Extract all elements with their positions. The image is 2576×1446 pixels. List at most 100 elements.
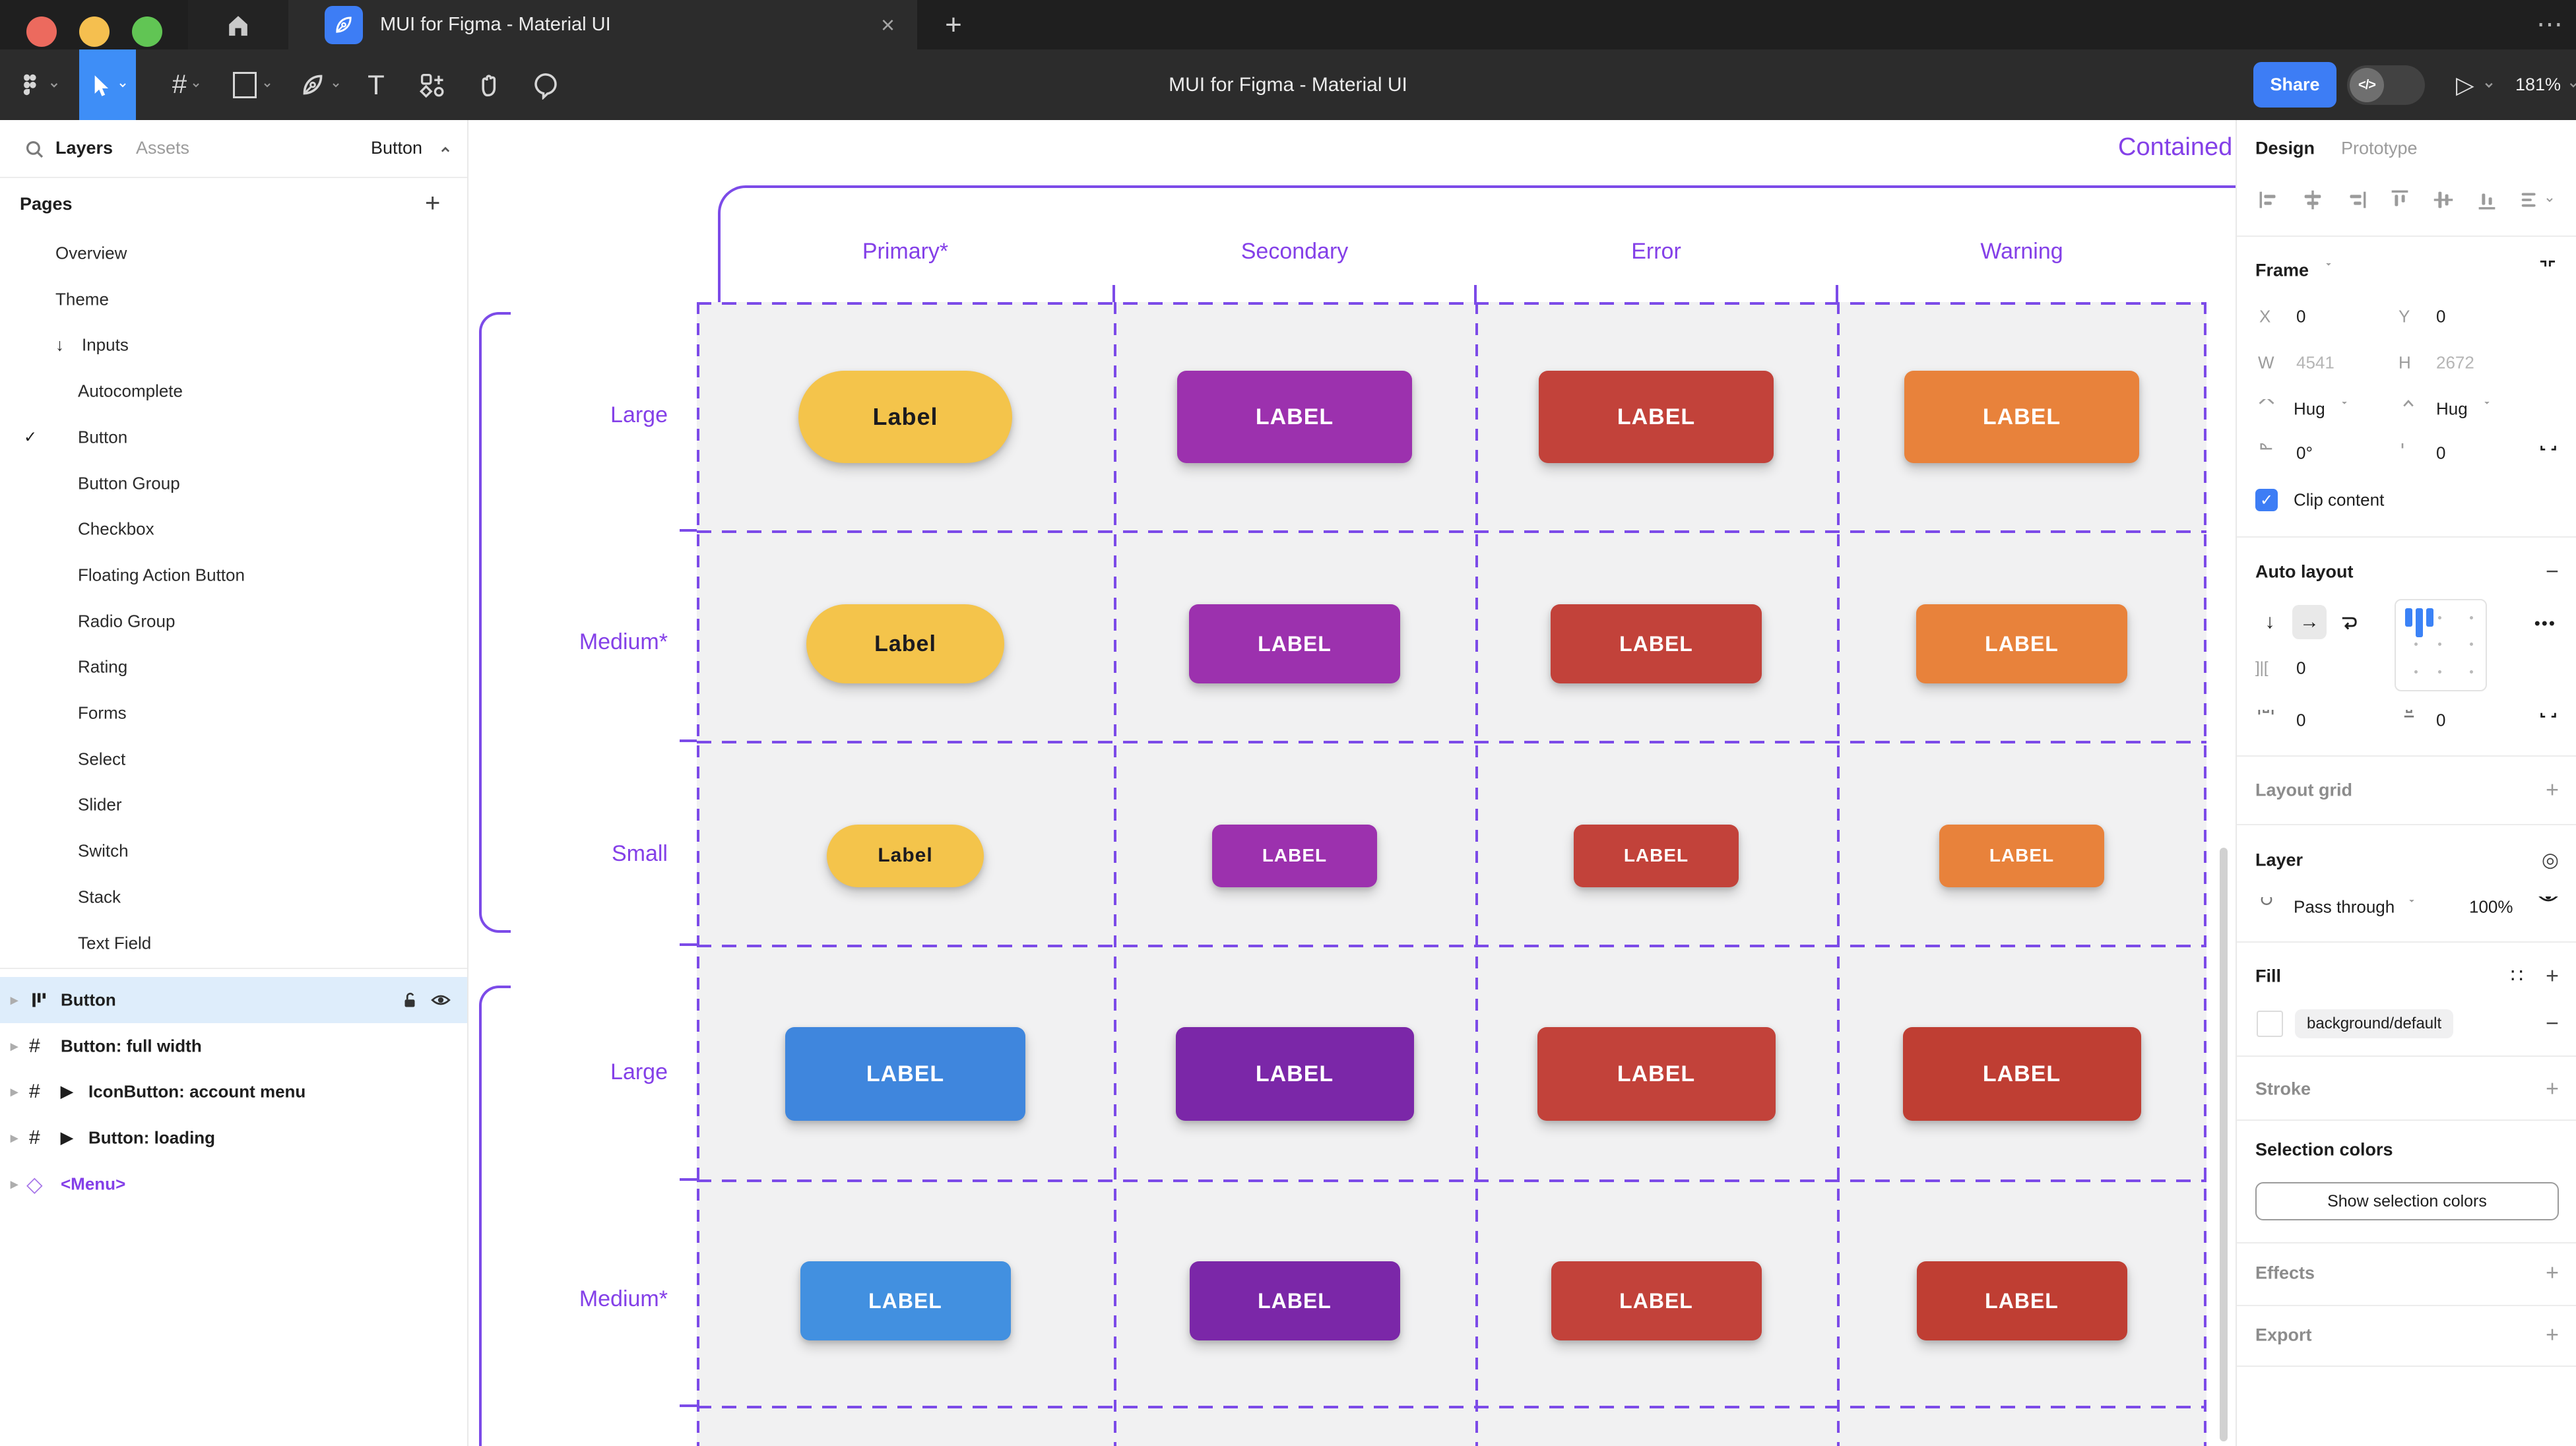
canvas[interactable]: Contained Primary* Secondary Error Warning … xyxy=(468,120,2236,1446)
sidebar-page-radio-group[interactable]: Radio Group xyxy=(0,598,467,644)
comment-tool-button[interactable] xyxy=(523,49,569,120)
layer-row-4[interactable]: ▸ ◇ <Menu> xyxy=(0,1161,467,1207)
y-value[interactable]: 0 xyxy=(2436,306,2446,327)
sidebar-page-overview[interactable]: Overview xyxy=(0,230,467,276)
opacity-value[interactable]: 100% xyxy=(2469,896,2513,917)
expand-caret-icon[interactable]: ▸ xyxy=(11,1037,18,1054)
align-horizontal-center-icon[interactable] xyxy=(2300,187,2325,212)
sidebar-page-slider[interactable]: Slider xyxy=(0,782,467,828)
collapse-frame-icon[interactable] xyxy=(2536,259,2559,282)
fill-styles-icon[interactable]: ∷ xyxy=(2510,965,2523,988)
show-selection-colors-button[interactable]: Show selection colors xyxy=(2255,1182,2559,1220)
share-button[interactable]: Share xyxy=(2253,62,2336,108)
independent-corners-icon[interactable] xyxy=(2538,443,2559,464)
canvas-button-row2-col3[interactable]: LABEL xyxy=(1551,604,1762,683)
horizontal-sizing-value[interactable]: Hug xyxy=(2294,398,2325,419)
play-icon[interactable]: ▶ xyxy=(61,1083,73,1101)
component-selector[interactable]: Button xyxy=(371,138,423,158)
canvas-button-row3-col3[interactable]: LABEL xyxy=(1574,824,1739,887)
canvas-button-row5-col3[interactable]: LABEL xyxy=(1551,1261,1762,1340)
canvas-button-row3-col4[interactable]: LABEL xyxy=(1939,824,2104,887)
height-value[interactable]: 2672 xyxy=(2436,352,2474,373)
canvas-button-row4-col3[interactable]: LABEL xyxy=(1537,1027,1776,1121)
dev-mode-toggle[interactable]: </> xyxy=(2347,65,2425,105)
align-bottom-icon[interactable] xyxy=(2474,187,2499,212)
sidebar-page-forms[interactable]: Forms xyxy=(0,690,467,736)
canvas-button-row1-col1[interactable]: Label xyxy=(798,371,1012,463)
canvas-button-row4-col4[interactable]: LABEL xyxy=(1902,1027,2141,1121)
lock-open-icon[interactable] xyxy=(400,990,420,1010)
blend-mode-value[interactable]: Pass through xyxy=(2294,896,2395,917)
add-export-button[interactable]: + xyxy=(2546,1322,2559,1348)
horizontal-padding-value[interactable]: 0 xyxy=(2296,710,2306,730)
clip-content-checkbox[interactable]: ✓ xyxy=(2255,489,2278,511)
corner-radius-value[interactable]: 0 xyxy=(2436,443,2446,463)
canvas-button-row4-col1[interactable]: LABEL xyxy=(785,1027,1025,1121)
align-top-icon[interactable] xyxy=(2387,187,2412,212)
sidebar-page-rating[interactable]: Rating xyxy=(0,644,467,690)
frame-tool-button[interactable]: # xyxy=(161,49,214,120)
close-tab-icon[interactable]: × xyxy=(880,11,895,38)
auto-layout-horizontal-button[interactable]: → xyxy=(2292,605,2327,639)
align-vertical-center-icon[interactable] xyxy=(2431,187,2456,212)
layer-row-2[interactable]: ▸ # ▶ IconButton: account menu xyxy=(0,1069,467,1115)
tab-layers[interactable]: Layers xyxy=(55,138,113,158)
new-tab-button[interactable]: + xyxy=(945,9,962,41)
canvas-button-row3-col2[interactable]: LABEL xyxy=(1212,824,1377,887)
gap-value[interactable]: 0 xyxy=(2296,658,2306,678)
chevron-down-icon[interactable] xyxy=(2321,263,2336,278)
close-window-button[interactable] xyxy=(26,16,57,47)
frame-section-title[interactable]: Frame xyxy=(2255,260,2309,280)
layer-row-3[interactable]: ▸ # ▶ Button: loading xyxy=(0,1115,467,1161)
collapse-arrow-icon[interactable]: ↓ xyxy=(55,334,64,355)
x-value[interactable]: 0 xyxy=(2296,306,2306,327)
layer-row-0[interactable]: ▸ Button xyxy=(0,977,467,1023)
expand-caret-icon[interactable]: ▸ xyxy=(11,1175,18,1192)
canvas-button-row2-col2[interactable]: LABEL xyxy=(1189,604,1400,683)
sidebar-page-text-field[interactable]: Text Field xyxy=(0,920,467,966)
width-value[interactable]: 4541 xyxy=(2296,352,2334,373)
vertical-padding-value[interactable]: 0 xyxy=(2436,710,2446,730)
canvas-button-row5-col4[interactable]: LABEL xyxy=(1916,1261,2127,1340)
pen-tool-button[interactable] xyxy=(293,49,348,120)
move-tool-button[interactable] xyxy=(79,49,136,120)
play-icon[interactable]: ▶ xyxy=(61,1129,73,1147)
add-stroke-button[interactable]: + xyxy=(2546,1076,2559,1102)
vertical-sizing-value[interactable]: Hug xyxy=(2436,398,2468,419)
minimize-window-button[interactable] xyxy=(79,16,110,47)
sidebar-page-select[interactable]: Select xyxy=(0,736,467,782)
canvas-button-row1-col2[interactable]: LABEL xyxy=(1177,371,1412,463)
search-icon[interactable] xyxy=(24,139,45,160)
sidebar-page-inputs[interactable]: ↓ Inputs xyxy=(0,322,467,368)
zoom-menu-button[interactable]: 181% xyxy=(2515,49,2576,120)
resources-tool-button[interactable] xyxy=(409,49,455,120)
eye-icon[interactable] xyxy=(430,990,451,1011)
fill-token[interactable]: background/default xyxy=(2295,1009,2454,1038)
canvas-button-row5-col1[interactable]: LABEL xyxy=(800,1261,1011,1340)
canvas-button-row4-col2[interactable]: LABEL xyxy=(1175,1027,1414,1121)
auto-layout-vertical-button[interactable]: ↓ xyxy=(2265,611,2275,633)
auto-layout-more-icon[interactable]: ••• xyxy=(2534,613,2556,633)
document-tab[interactable]: MUI for Figma - Material UI × xyxy=(288,0,917,49)
present-button[interactable]: ▷ xyxy=(2456,49,2497,120)
sidebar-page-switch[interactable]: Switch xyxy=(0,828,467,874)
chevron-up-icon[interactable] xyxy=(437,141,454,158)
canvas-scrollbar[interactable] xyxy=(2220,848,2228,1441)
align-left-icon[interactable] xyxy=(2257,187,2282,212)
eye-icon[interactable] xyxy=(2538,896,2559,918)
sidebar-page-stack[interactable]: Stack xyxy=(0,874,467,920)
sidebar-page-floating-action-button[interactable]: Floating Action Button xyxy=(0,552,467,598)
maximize-window-button[interactable] xyxy=(132,16,162,47)
sidebar-page-autocomplete[interactable]: Autocomplete xyxy=(0,368,467,414)
main-menu-button[interactable] xyxy=(11,49,67,120)
home-tab-button[interactable] xyxy=(188,0,288,49)
align-right-icon[interactable] xyxy=(2344,187,2369,212)
rotation-value[interactable]: 0° xyxy=(2296,443,2313,463)
add-fill-button[interactable]: + xyxy=(2546,963,2559,989)
add-effect-button[interactable]: + xyxy=(2546,1260,2559,1286)
canvas-button-row2-col4[interactable]: LABEL xyxy=(1916,604,2127,683)
expand-caret-icon[interactable]: ▸ xyxy=(11,991,18,1008)
tidy-up-button[interactable] xyxy=(2518,187,2556,212)
tab-prototype[interactable]: Prototype xyxy=(2341,138,2418,158)
sidebar-page-button-group[interactable]: Button Group xyxy=(0,460,467,507)
